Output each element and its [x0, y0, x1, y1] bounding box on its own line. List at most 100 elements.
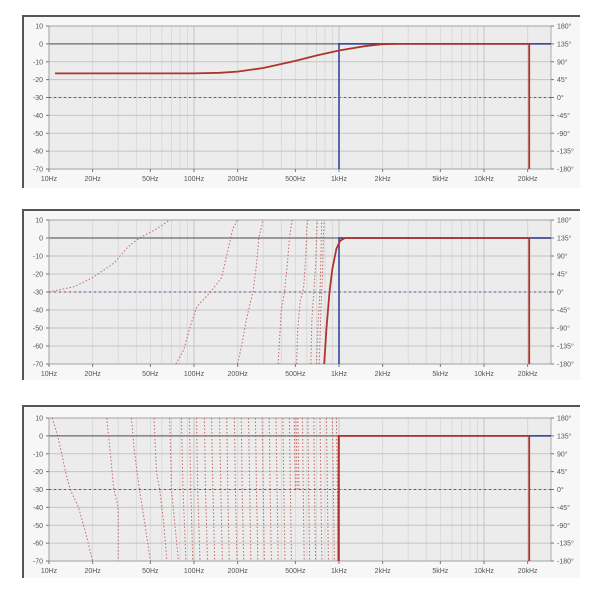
component-response-line: [188, 417, 194, 562]
phase-tick-label: 90°: [557, 450, 568, 458]
x-tick-label: 10kHz: [474, 176, 494, 183]
phase-tick-label: 0°: [557, 94, 564, 102]
component-response-line: [181, 417, 187, 562]
x-tick-label: 20kHz: [518, 176, 538, 183]
y-tick-label: -50: [33, 131, 43, 138]
component-response-line: [268, 417, 272, 562]
phase-tick-label: -90°: [557, 130, 570, 138]
phase-tick-label: 135°: [557, 432, 572, 440]
x-axis: 10Hz 20Hz 50Hz 100Hz 200Hz 500Hz 1kHz 2kHz 5kHz 1…: [41, 169, 538, 183]
component-response-line: [233, 417, 238, 562]
phase-tick-label: -45°: [557, 504, 570, 512]
x-tick-label: 2kHz: [375, 371, 391, 378]
chart-panel-1: 10 0 -10 -20 -30 -40 -50 -60 -70 180° 135° 90° 45° 0°…: [22, 15, 580, 188]
phase-tick-label: 180°: [557, 23, 572, 31]
y-tick-label: -60: [33, 344, 43, 351]
x-tick-label: 500Hz: [285, 568, 306, 575]
x-tick-label: 1kHz: [331, 176, 347, 183]
x-tick-label: 50Hz: [142, 568, 159, 575]
x-tick-label: 20Hz: [84, 568, 101, 575]
component-response-line: [49, 219, 170, 293]
bode-plot: 10 0 -10 -20 -30 -40 -50 -60 -70 180° 135° 90° 45° 0°…: [33, 415, 574, 576]
x-tick-label: 1kHz: [331, 371, 347, 378]
x-tick-label: 2kHz: [375, 568, 391, 575]
y-axis-right: 180° 135° 90° 45° 0° -45° -90° -135° -180°: [551, 217, 574, 369]
x-tick-label: 2kHz: [375, 176, 391, 183]
magnitude-line: [55, 43, 531, 169]
phase-tick-label: 180°: [557, 217, 572, 225]
phase-tick-label: -90°: [557, 522, 570, 530]
y-tick-label: 10: [35, 218, 43, 225]
y-tick-label: -40: [33, 505, 43, 512]
component-response-line: [297, 417, 300, 490]
x-tick-label: 10kHz: [474, 371, 494, 378]
y-tick-label: 0: [39, 41, 43, 48]
x-tick-label: 5kHz: [432, 176, 448, 183]
component-response-line: [277, 219, 293, 365]
y-tick-label: -20: [33, 272, 43, 279]
x-tick-label: 100Hz: [184, 568, 205, 575]
y-tick-label: -10: [33, 254, 43, 261]
x-tick-label: 5kHz: [432, 371, 448, 378]
component-response-line: [288, 417, 292, 562]
y-tick-label: 10: [35, 416, 43, 423]
phase-tick-label: -180°: [557, 558, 574, 566]
x-tick-label: 10Hz: [41, 371, 58, 378]
chart-panel-2: 10 0 -10 -20 -30 -40 -50 -60 -70 180° 135° 90° 45° 0°…: [22, 209, 580, 380]
x-tick-label: 5kHz: [432, 568, 448, 575]
phase-tick-label: 0°: [557, 289, 564, 297]
component-response-line: [169, 417, 179, 562]
x-tick-label: 20kHz: [518, 568, 538, 575]
phase-tick-label: -45°: [557, 112, 570, 120]
phase-tick-label: 180°: [557, 415, 572, 423]
phase-tick-label: 45°: [557, 271, 568, 279]
y-tick-label: 0: [39, 433, 43, 440]
component-response-line: [261, 417, 265, 562]
component-response-line: [319, 417, 323, 562]
y-tick-label: 0: [39, 236, 43, 243]
x-tick-label: 10Hz: [41, 176, 58, 183]
phase-tick-label: 90°: [557, 58, 568, 66]
magnitude-line: [323, 237, 531, 365]
x-tick-label: 50Hz: [142, 176, 159, 183]
y-axis-right: 180° 135° 90° 45° 0° -45° -90° -135° -180°: [551, 415, 574, 566]
y-tick-label: -60: [33, 541, 43, 548]
component-response-line: [219, 417, 223, 562]
component-response-line: [240, 417, 245, 562]
magnitude-line: [337, 434, 531, 562]
x-tick-label: 20Hz: [84, 176, 101, 183]
x-tick-label: 500Hz: [285, 371, 306, 378]
x-tick-label: 10kHz: [474, 568, 494, 575]
x-tick-label: 50Hz: [142, 371, 159, 378]
x-tick-label: 20Hz: [84, 371, 101, 378]
component-response-line: [331, 417, 335, 562]
component-response-line: [318, 219, 325, 365]
chart-panel-3: 10 0 -10 -20 -30 -40 -50 -60 -70 180° 135° 90° 45° 0°…: [22, 405, 580, 578]
y-tick-label: -70: [33, 167, 43, 174]
y-tick-label: -50: [33, 523, 43, 530]
component-response-line: [130, 417, 151, 562]
component-response-line: [153, 417, 168, 562]
y-axis-left: 10 0 -10 -20 -30 -40 -50 -60 -70: [33, 218, 49, 369]
component-response-line: [302, 417, 305, 562]
phase-tick-label: 135°: [557, 40, 572, 48]
y-axis-left: 10 0 -10 -20 -30 -40 -50 -60 -70: [33, 416, 49, 566]
x-tick-label: 200Hz: [228, 371, 249, 378]
x-axis: 10Hz 20Hz 50Hz 100Hz 200Hz 500Hz 1kHz 2kHz 5kHz 1…: [41, 561, 538, 575]
phase-tick-label: -135°: [557, 540, 574, 548]
x-tick-label: 100Hz: [184, 176, 205, 183]
y-tick-label: -10: [33, 451, 43, 458]
y-tick-label: -30: [33, 95, 43, 102]
component-response-line: [226, 417, 230, 562]
phase-tick-label: 135°: [557, 235, 572, 243]
component-response-line: [307, 417, 311, 562]
phase-tick-label: -180°: [557, 361, 574, 369]
component-response-line: [211, 417, 216, 562]
x-tick-label: 100Hz: [184, 371, 205, 378]
x-tick-label: 20kHz: [518, 371, 538, 378]
component-response-line: [293, 417, 296, 490]
bode-plot: 10 0 -10 -20 -30 -40 -50 -60 -70 180° 135° 90° 45° 0°…: [33, 217, 574, 379]
component-response-line: [203, 417, 208, 562]
component-response-line: [237, 219, 264, 365]
phase-tick-label: -90°: [557, 325, 570, 333]
